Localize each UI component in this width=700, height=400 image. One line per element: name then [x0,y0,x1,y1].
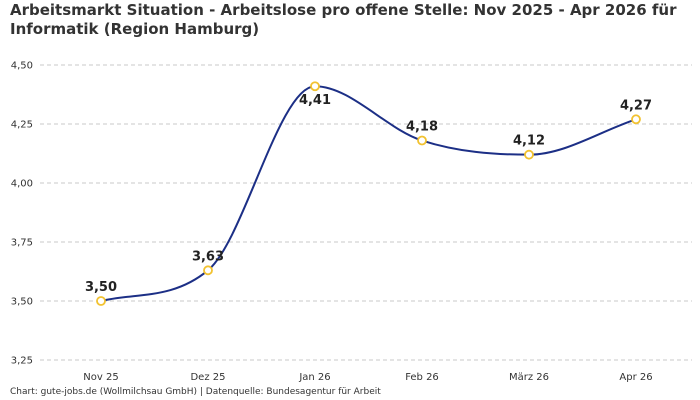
y-tick-label: 3,50 [11,297,33,308]
series-line [100,85,637,302]
y-tick-label: 3,25 [11,356,33,367]
gridlines [40,64,692,361]
chart-footer: Chart: gute-jobs.de (Wollmilchsau GmbH) … [10,387,381,397]
x-tick-label: Apr 26 [619,372,652,383]
data-label: 4,27 [620,98,652,113]
data-point [524,149,534,160]
y-tick-label: 4,50 [11,61,33,72]
data-point [631,114,641,125]
data-point [96,296,106,306]
x-axis-ticks: Nov 25 Dez 25 Jan 26 Feb 26 März 26 Apr 26 [83,372,652,383]
data-label: 3,63 [192,249,224,264]
data-points [96,81,641,306]
x-tick-label: Nov 25 [83,372,118,383]
data-label: 4,41 [299,93,331,108]
series-line-layer [100,85,637,302]
x-tick-label: Dez 25 [190,372,225,383]
data-label: 3,50 [85,280,117,295]
data-point [310,81,320,92]
data-point [417,135,427,146]
x-tick-label: März 26 [509,372,549,383]
x-tick-label: Jan 26 [298,372,330,383]
y-tick-label: 4,00 [11,179,33,190]
chart-title: Arbeitsmarkt Situation - Arbeitslose pro… [10,1,677,38]
data-label: 4,12 [513,134,545,149]
data-labels: 3,50 3,63 4,41 4,18 4,12 4,27 [85,93,652,295]
data-label: 4,18 [406,120,438,135]
y-tick-label: 4,25 [11,120,33,131]
y-axis-ticks: 3,25 3,50 3,75 4,00 4,25 4,50 [11,61,33,367]
data-point [203,265,213,276]
x-tick-label: Feb 26 [405,372,439,383]
y-tick-label: 3,75 [11,238,33,249]
